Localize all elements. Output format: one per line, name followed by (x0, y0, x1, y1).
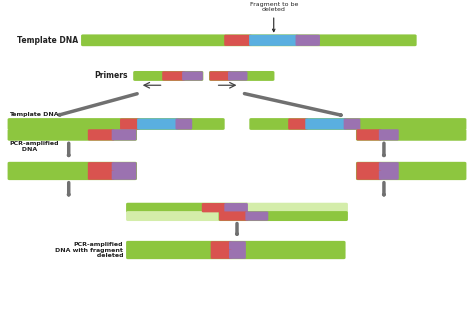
FancyBboxPatch shape (8, 170, 137, 180)
FancyBboxPatch shape (126, 241, 346, 251)
FancyBboxPatch shape (356, 162, 466, 172)
FancyBboxPatch shape (356, 129, 466, 141)
Text: Primers: Primers (94, 71, 128, 81)
FancyBboxPatch shape (137, 118, 178, 130)
FancyBboxPatch shape (288, 118, 308, 130)
FancyBboxPatch shape (112, 170, 137, 180)
FancyBboxPatch shape (133, 71, 203, 81)
FancyBboxPatch shape (356, 170, 382, 180)
Text: PCR-amplified
      DNA: PCR-amplified DNA (9, 141, 59, 152)
FancyBboxPatch shape (8, 162, 137, 172)
Text: Template DNA: Template DNA (17, 36, 78, 45)
FancyBboxPatch shape (229, 241, 246, 250)
FancyBboxPatch shape (112, 129, 137, 140)
FancyBboxPatch shape (249, 118, 466, 130)
FancyBboxPatch shape (249, 35, 299, 46)
FancyBboxPatch shape (162, 71, 185, 81)
FancyBboxPatch shape (379, 129, 399, 140)
FancyBboxPatch shape (175, 118, 192, 130)
FancyBboxPatch shape (182, 71, 203, 81)
FancyBboxPatch shape (209, 71, 274, 81)
FancyBboxPatch shape (229, 250, 246, 259)
FancyBboxPatch shape (356, 162, 382, 171)
FancyBboxPatch shape (88, 129, 115, 140)
FancyBboxPatch shape (210, 250, 232, 259)
FancyBboxPatch shape (379, 170, 399, 180)
Text: PCR-amplified
DNA with fragment
       deleted: PCR-amplified DNA with fragment deleted (55, 242, 123, 258)
FancyBboxPatch shape (126, 211, 222, 221)
FancyBboxPatch shape (126, 249, 346, 259)
FancyBboxPatch shape (219, 211, 348, 221)
Text: Fragment to be
deleted: Fragment to be deleted (249, 2, 298, 32)
FancyBboxPatch shape (219, 211, 248, 221)
FancyBboxPatch shape (228, 71, 247, 81)
FancyBboxPatch shape (356, 170, 466, 180)
FancyBboxPatch shape (8, 129, 137, 141)
FancyBboxPatch shape (245, 203, 348, 213)
FancyBboxPatch shape (112, 162, 137, 171)
FancyBboxPatch shape (296, 35, 320, 46)
FancyBboxPatch shape (210, 241, 232, 250)
FancyBboxPatch shape (81, 34, 417, 46)
FancyBboxPatch shape (224, 203, 248, 212)
FancyBboxPatch shape (120, 118, 140, 130)
FancyBboxPatch shape (379, 162, 399, 171)
FancyBboxPatch shape (246, 211, 268, 221)
FancyBboxPatch shape (224, 35, 252, 46)
FancyBboxPatch shape (344, 118, 360, 130)
FancyBboxPatch shape (202, 203, 227, 212)
FancyBboxPatch shape (88, 170, 115, 180)
FancyBboxPatch shape (305, 118, 346, 130)
FancyBboxPatch shape (356, 129, 382, 140)
FancyBboxPatch shape (210, 71, 231, 81)
FancyBboxPatch shape (8, 118, 225, 130)
Text: Template DNA: Template DNA (9, 112, 59, 117)
FancyBboxPatch shape (126, 203, 248, 213)
FancyBboxPatch shape (88, 162, 115, 171)
